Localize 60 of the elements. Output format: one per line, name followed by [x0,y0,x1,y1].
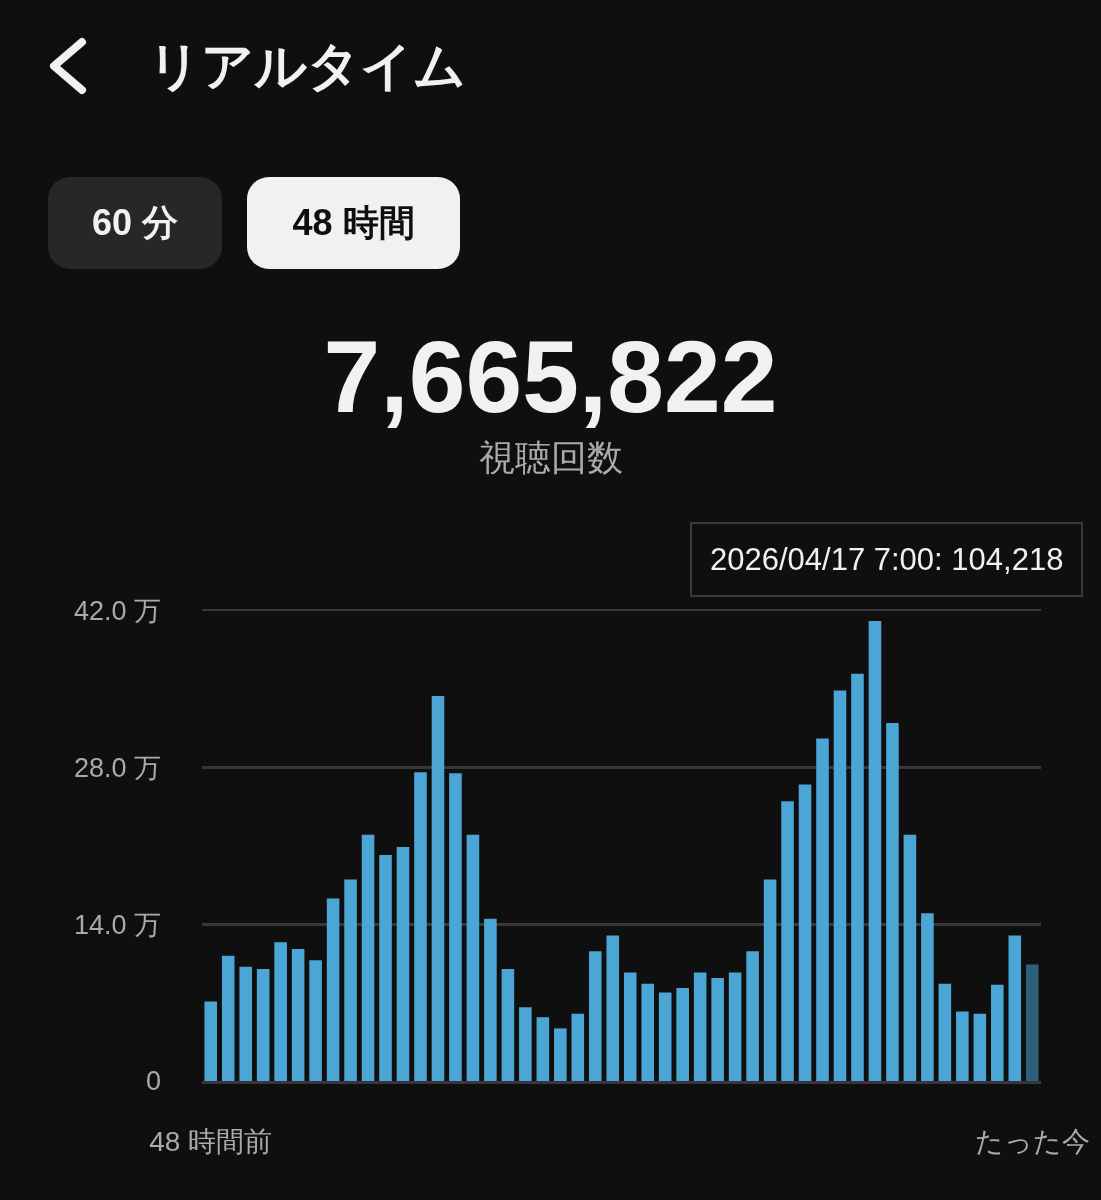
bar [1008,935,1022,1081]
bar [326,898,340,1081]
bar [868,621,882,1081]
bar [676,988,689,1081]
bar [781,801,794,1081]
text: 2026/04/17 7:00: 104,218 [710,542,1064,577]
bar [921,913,934,1081]
bar [239,966,252,1081]
y-tick-label: 42.0 万 [73,596,161,627]
x-tick-label: 48 時間前 [149,1126,273,1158]
y-tick-label: 0 [145,1066,161,1097]
bar [309,960,322,1081]
bar [396,847,410,1081]
bar [571,1013,585,1081]
bar [221,955,235,1081]
bar [606,935,620,1081]
bar [746,951,759,1081]
x-tick-label: たった今 [974,1126,1090,1158]
bar [816,738,829,1081]
bar [291,948,305,1081]
tab-button: 60 分 [48,177,222,269]
bar [256,969,270,1081]
bar [973,1013,987,1081]
bar [588,951,602,1081]
text: 7,665,822 [323,319,778,436]
text: 視聴回数 [478,436,623,480]
bar [798,784,812,1081]
bar [466,834,480,1081]
bar [554,1028,567,1081]
bar [658,992,672,1081]
bar [449,773,462,1081]
bar [484,918,497,1081]
bar [833,690,847,1081]
bar [956,1011,969,1081]
bar [1025,964,1039,1081]
y-tick-label: 28.0 万 [73,753,161,784]
bar [693,972,707,1081]
bar [728,972,742,1081]
bar [431,696,445,1081]
bar [344,879,357,1081]
bar [938,983,952,1081]
bar [274,942,287,1081]
tab-button: 48 時間 [247,177,460,269]
bar [519,1007,532,1081]
bar [204,1001,218,1081]
bar [886,722,899,1081]
bar [361,834,375,1081]
bar [536,1017,550,1081]
bar [903,834,917,1081]
bar [991,984,1004,1081]
bar [501,969,515,1081]
bar [379,854,392,1081]
bar [851,673,864,1081]
bar [623,972,637,1081]
y-tick-label: 14.0 万 [73,909,161,940]
bar [711,978,724,1081]
bar [763,879,777,1081]
bar [641,983,655,1081]
bar [414,772,427,1081]
chart-title: リアルタイム [148,36,466,97]
